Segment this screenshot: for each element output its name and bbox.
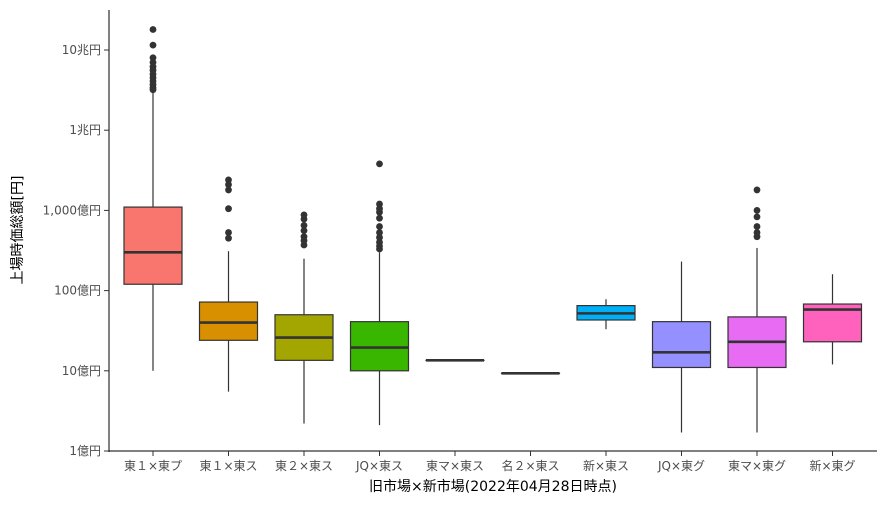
- outlier-point: [225, 229, 232, 236]
- x-tick-label: 新×東グ: [809, 458, 855, 473]
- outlier-point: [225, 186, 232, 194]
- box: [123, 206, 183, 285]
- x-tick-label: JQ×東ス: [355, 459, 403, 473]
- outlier-point: [149, 86, 157, 94]
- y-tick-label: 100億円: [54, 284, 101, 298]
- y-tick-label: 10兆円: [62, 43, 101, 57]
- outlier-point: [300, 215, 308, 223]
- box-group: [651, 261, 712, 433]
- y-tick-label: 1,000億円: [43, 203, 101, 217]
- y-tick-label: 1億円: [69, 444, 101, 458]
- outlier-point: [376, 245, 383, 253]
- outlier-point: [753, 207, 761, 214]
- outlier-point: [376, 214, 383, 222]
- outlier-point: [149, 26, 157, 33]
- x-axis-title: 旧市場×新市場(2022年04月28日時点): [369, 478, 617, 495]
- box-group: [349, 160, 410, 426]
- plot-area: [123, 26, 863, 433]
- x-tick-label: 東マ×東ス: [426, 459, 484, 473]
- y-tick-label: 10億円: [62, 364, 101, 378]
- outlier-point: [149, 54, 157, 62]
- outlier-point: [225, 181, 232, 188]
- outlier-point: [753, 233, 761, 241]
- y-axis-title: 上場時価総額[円]: [10, 176, 26, 285]
- box-group: [727, 186, 787, 433]
- x-tick-label: 東マ×東グ: [728, 459, 786, 473]
- outlier-point: [376, 200, 383, 208]
- outlier-point: [376, 208, 383, 216]
- outlier-point: [753, 186, 761, 194]
- outlier-point: [376, 160, 383, 168]
- box-group: [576, 299, 636, 330]
- outlier-point: [225, 234, 232, 242]
- box-group: [802, 274, 863, 365]
- box-group: [198, 176, 259, 392]
- outlier-point: [753, 213, 761, 221]
- box-group: [274, 211, 334, 424]
- x-tick-label: 東２×東ス: [275, 459, 333, 473]
- outlier-point: [376, 223, 383, 230]
- outlier-point: [376, 229, 383, 236]
- outlier-point: [225, 176, 232, 184]
- outlier-point: [225, 205, 232, 213]
- x-tick-label: 東１×東プ: [124, 459, 182, 473]
- outlier-point: [300, 241, 308, 249]
- outlier-point: [300, 222, 308, 229]
- outlier-point: [149, 41, 157, 49]
- x-tick-label: 東１×東ス: [199, 459, 257, 473]
- outlier-point: [753, 223, 761, 230]
- x-tick-label: 名２×東ス: [501, 458, 559, 473]
- box: [349, 321, 410, 372]
- x-tick-label: JQ×東グ: [657, 459, 705, 473]
- box: [198, 301, 259, 341]
- outlier-point: [300, 227, 308, 234]
- y-tick-label: 1兆円: [69, 123, 101, 137]
- x-tick-label: 新×東ス: [583, 458, 629, 473]
- box-group: [123, 26, 183, 371]
- outlier-point: [376, 234, 383, 241]
- box: [651, 321, 712, 369]
